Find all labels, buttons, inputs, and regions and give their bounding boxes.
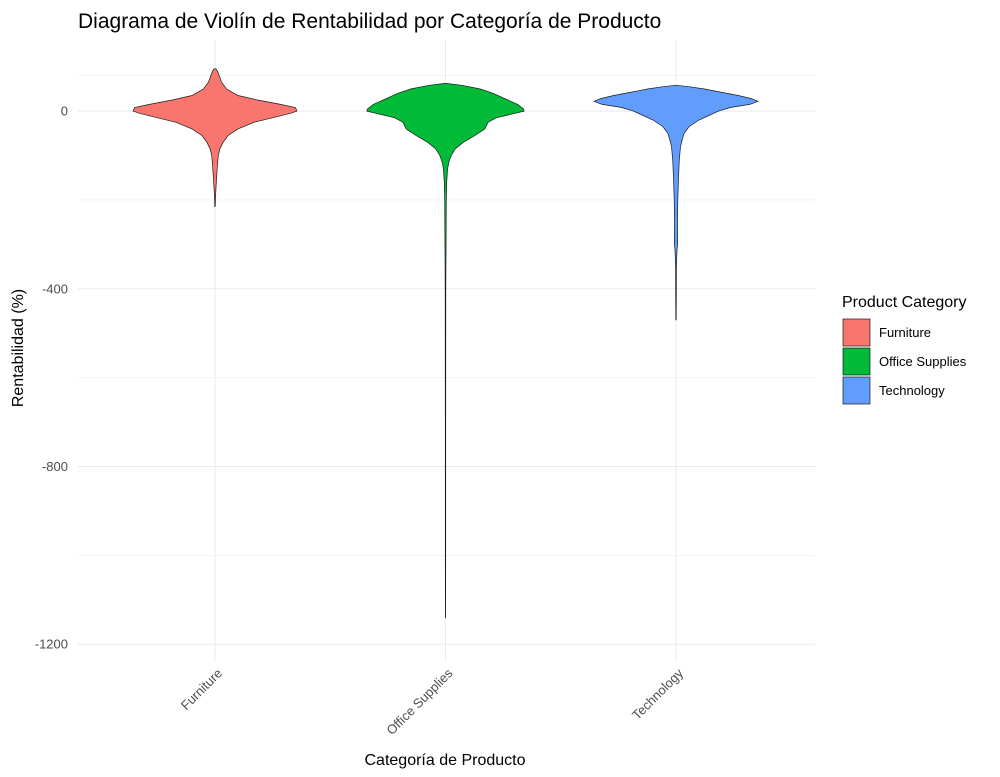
violin-office-supplies (366, 83, 525, 618)
legend-key-office-supplies (842, 347, 871, 376)
legend-label: Technology (879, 383, 945, 398)
violin-technology (593, 84, 759, 321)
x-tick-label: Technology (629, 665, 686, 722)
y-tick-label: -1200 (35, 637, 68, 652)
y-tick-label: -800 (42, 459, 68, 474)
chart-title: Diagrama de Violín de Rentabilidad por C… (78, 10, 661, 33)
legend: Product Category Furniture Office Supplie… (842, 294, 967, 405)
y-tick-label: 0 (61, 104, 68, 119)
legend-key-technology (842, 376, 871, 405)
legend-title: Product Category (842, 294, 967, 311)
x-axis-title: Categoría de Producto (365, 752, 526, 769)
y-tick-label: -400 (42, 281, 68, 296)
legend-label: Office Supplies (879, 354, 967, 369)
x-tick-label: Office Supplies (383, 665, 456, 738)
x-tick-label: Furniture (178, 666, 225, 713)
violins (132, 68, 759, 618)
legend-label: Furniture (879, 325, 931, 340)
violin-furniture (132, 68, 298, 207)
x-axis-ticks: Furniture Office Supplies Technology (178, 665, 687, 738)
legend-key-furniture (842, 318, 871, 347)
y-axis-title: Rentabilidad (%) (10, 289, 27, 407)
y-axis-ticks: 0 -400 -800 -1200 (35, 104, 68, 652)
